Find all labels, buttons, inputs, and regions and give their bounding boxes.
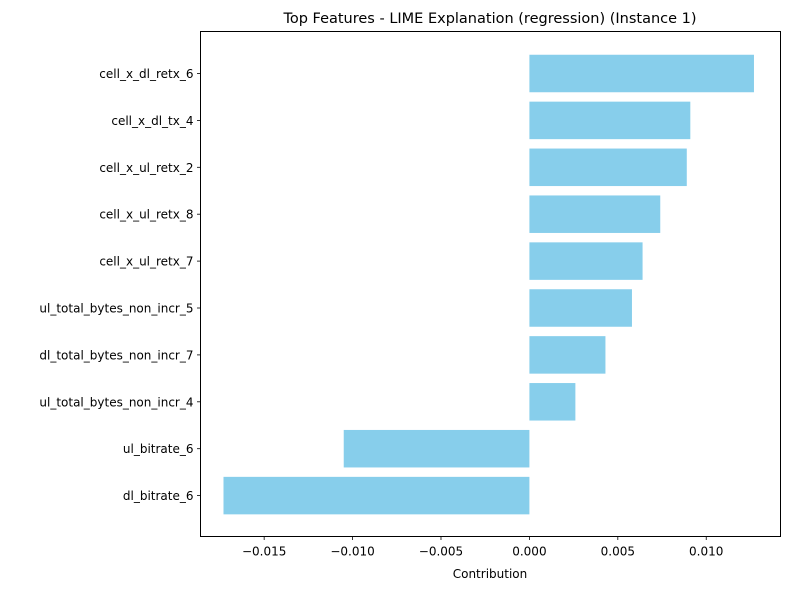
y-axis: cell_x_dl_retx_6 cell_x_dl_tx_4 cell_x_ul_…	[39, 67, 201, 503]
x-tick-label: 0.005	[601, 545, 635, 559]
y-tick-label: ul_total_bytes_non_incr_4	[39, 395, 193, 409]
x-tick-label: 0.010	[689, 545, 723, 559]
bar-cell_x_ul_retx_7	[529, 242, 643, 280]
y-tick-label: dl_total_bytes_non_incr_7	[39, 348, 193, 362]
bar-cell_x_dl_tx_4	[529, 101, 691, 140]
bar-ul_total_bytes_non_incr_5	[529, 289, 632, 327]
chart-title: Top Features - LIME Explanation (regress…	[282, 11, 696, 27]
bar-cell_x_ul_retx_8	[529, 195, 661, 233]
x-tick-label: −0.010	[330, 545, 374, 559]
y-tick-label: dl_bitrate_6	[123, 489, 194, 503]
plot-frame	[200, 31, 781, 537]
bar-ul_bitrate_6	[343, 429, 530, 468]
bar-dl_bitrate_6	[223, 476, 530, 515]
bar-cell_x_ul_retx_2	[529, 148, 687, 187]
y-tick-label: ul_bitrate_6	[123, 442, 194, 456]
x-tick-label: 0.000	[512, 545, 546, 559]
y-tick-label: cell_x_dl_retx_6	[99, 67, 193, 81]
y-tick-label: cell_x_ul_retx_7	[99, 255, 193, 269]
y-tick-label: cell_x_dl_tx_4	[111, 114, 193, 128]
bar-ul_total_bytes_non_incr_4	[529, 383, 576, 421]
y-tick-label: cell_x_ul_retx_2	[99, 161, 193, 175]
x-axis: −0.015 −0.010 −0.005 0.000 0.005 0.010	[242, 536, 723, 559]
bar-cell_x_dl_retx_6	[529, 54, 754, 93]
y-tick-label: cell_x_ul_retx_8	[99, 208, 193, 222]
y-tick-label: ul_total_bytes_non_incr_5	[39, 302, 193, 316]
bar-dl_total_bytes_non_incr_7	[529, 336, 606, 374]
x-axis-label: Contribution	[453, 567, 528, 581]
x-tick-label: −0.015	[242, 545, 286, 559]
x-tick-label: −0.005	[419, 545, 463, 559]
bars-group	[223, 54, 754, 515]
